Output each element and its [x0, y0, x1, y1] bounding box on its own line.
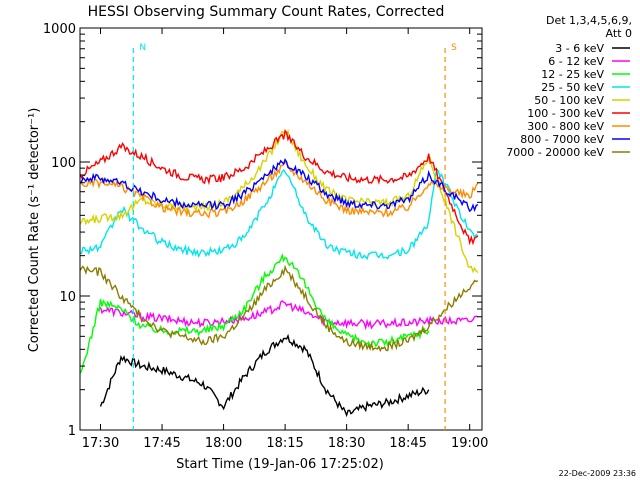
series-line-12-25-kev: [79, 252, 430, 374]
y-tick-label: 1: [68, 424, 76, 439]
legend-label: 800 - 7000 keV: [520, 133, 604, 146]
legend-label: 25 - 50 keV: [541, 81, 604, 94]
marker-label: N: [139, 43, 146, 53]
x-tick-label: 19:00: [451, 436, 488, 451]
legend-header-line-2: Att 0: [606, 27, 632, 40]
series-line-50-100-kev: [79, 128, 479, 274]
legend-label: 100 - 300 keV: [527, 107, 604, 120]
x-axis-label: Start Time (19-Jan-06 17:25:02): [176, 457, 384, 472]
series-line-25-50-kev: [79, 167, 479, 261]
legend-label: 300 - 800 keV: [527, 120, 604, 133]
x-tick-label: 18:15: [266, 436, 303, 451]
series-line-7000-20000-kev: [79, 264, 479, 353]
series-line-100-300-kev: [79, 129, 479, 246]
x-tick-label: 18:45: [389, 436, 426, 451]
x-tick-label: 18:30: [328, 436, 365, 451]
plot-frame: [79, 27, 483, 431]
legend-label: 6 - 12 keV: [548, 55, 604, 68]
series-line-300-800-kev: [79, 160, 479, 219]
marker-label: S: [451, 43, 457, 53]
y-tick-label: 1000: [43, 22, 76, 37]
series-line-800-7000-kev: [79, 158, 479, 213]
legend-label: 3 - 6 keV: [555, 42, 604, 55]
x-tick-label: 17:45: [143, 436, 180, 451]
x-tick-label: 17:30: [82, 436, 119, 451]
plot-area: 17:30 17:45 18:00 18:15 18:30 18:45 19:00 1 10 10…: [43, 22, 489, 451]
y-tick-label: 100: [51, 156, 76, 171]
chart-title: HESSI Observing Summary Count Rates, Cor…: [88, 4, 445, 20]
legend-label: 7000 - 20000 keV: [506, 146, 604, 159]
y-axis-label: Corrected Count Rate (s⁻¹ detector⁻¹): [27, 108, 42, 353]
legend-header-line-1: Det 1,3,4,5,6,9,: [546, 14, 632, 27]
y-tick-label: 10: [59, 290, 76, 305]
legend-label: 50 - 100 keV: [534, 94, 604, 107]
legend-label: 12 - 25 keV: [541, 68, 604, 81]
x-tick-label: 18:00: [205, 436, 242, 451]
series-line-3-6-kev: [99, 333, 430, 418]
series-line-6-12-kev: [99, 299, 479, 331]
footer-timestamp: 22-Dec-2009 23:36: [559, 469, 636, 478]
